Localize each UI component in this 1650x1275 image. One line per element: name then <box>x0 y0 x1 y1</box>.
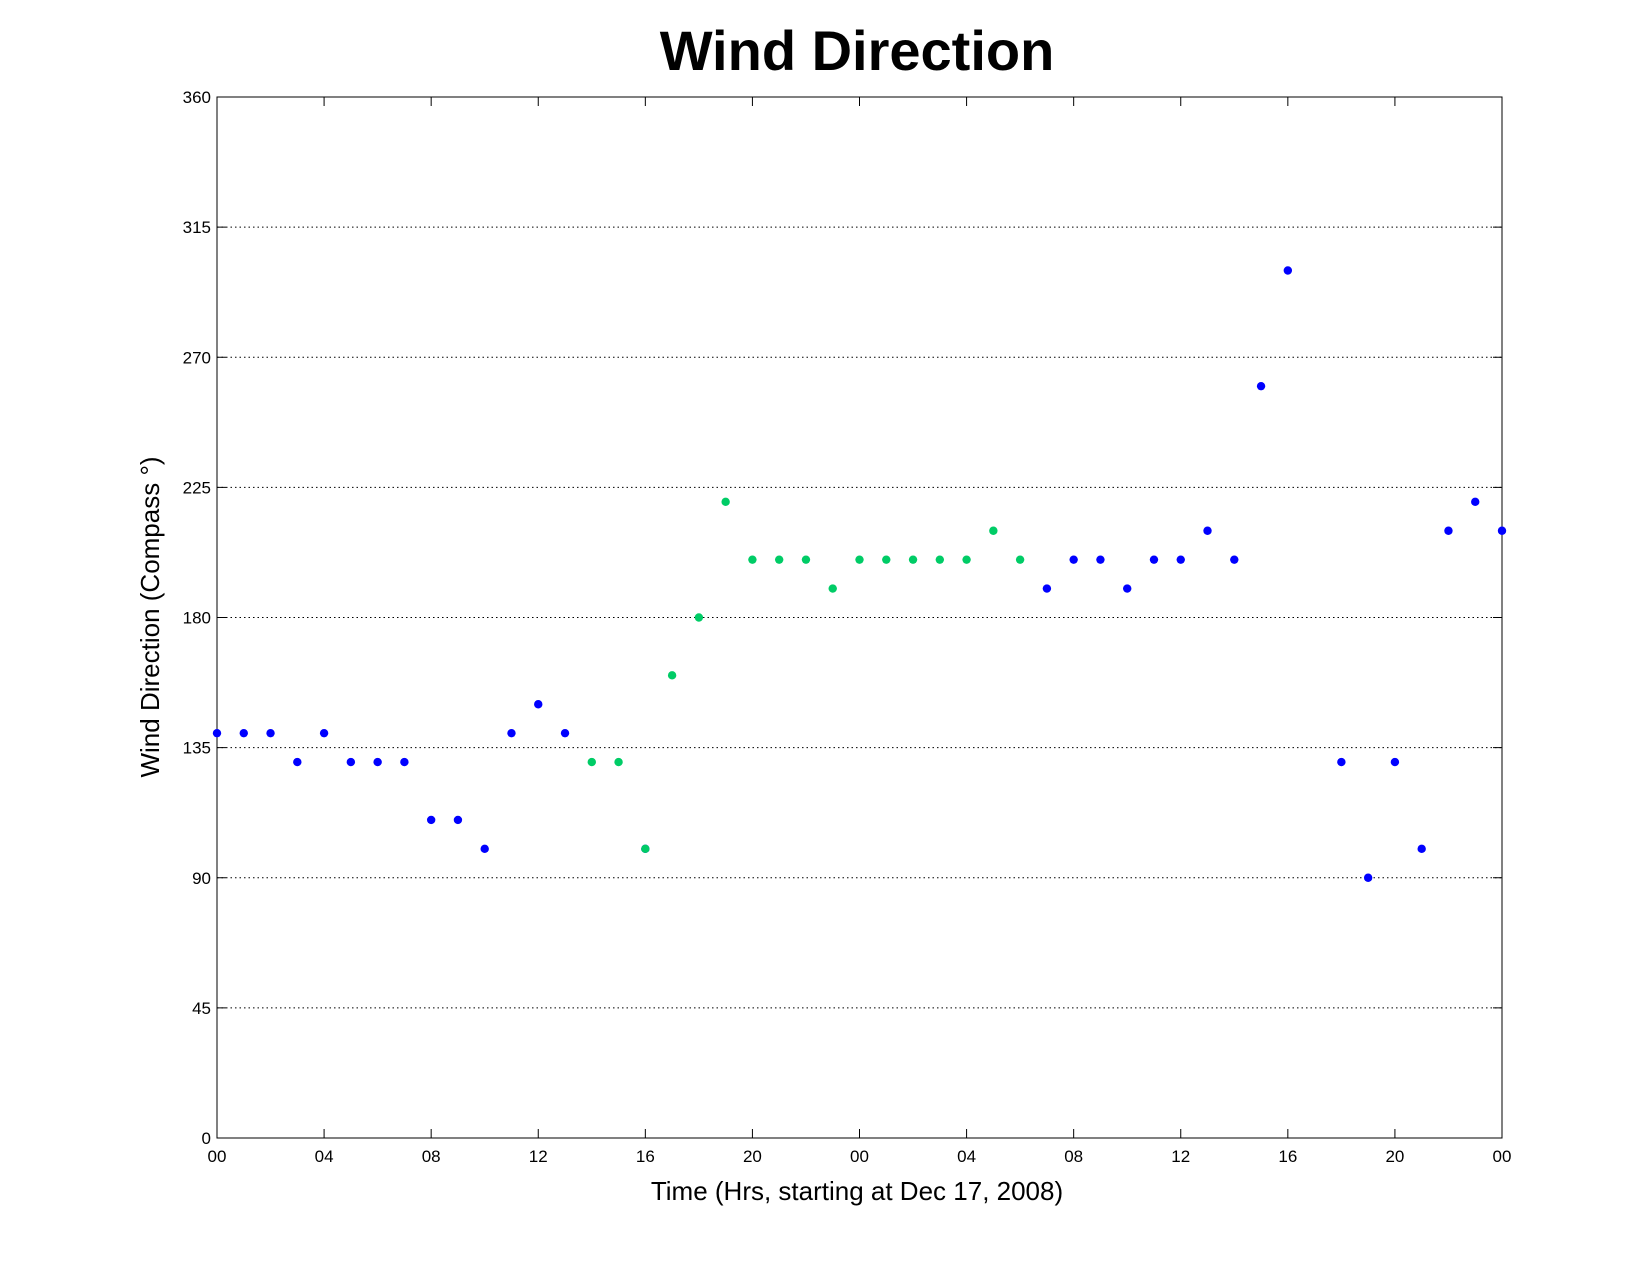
y-tick-label: 360 <box>183 88 211 107</box>
y-tick-labels: 0 45 90 135 180 225 270 315 360 <box>183 88 211 1148</box>
data-point-blue <box>1096 555 1105 564</box>
data-point-blue <box>1337 757 1346 767</box>
data-point-green <box>774 555 784 564</box>
data-point-blue <box>1176 555 1185 564</box>
x-tick-label: 20 <box>1385 1147 1404 1166</box>
grid-lines <box>217 226 1502 1009</box>
x-tick-label: 00 <box>1493 1147 1512 1166</box>
data-point-blue <box>1042 584 1052 593</box>
y-tick-label: 180 <box>183 609 211 628</box>
x-tick-label: 04 <box>957 1147 976 1166</box>
x-tick-label: 08 <box>422 1147 441 1166</box>
data-point-green <box>962 555 971 564</box>
data-point-green <box>1015 555 1025 564</box>
data-point-green <box>748 555 757 564</box>
data-point-blue <box>534 700 543 709</box>
data-point-blue <box>1283 266 1293 275</box>
data-point-blue <box>480 844 489 854</box>
data-point-blue <box>1471 497 1480 507</box>
data-point-green <box>828 584 837 593</box>
x-tick-label: 16 <box>1278 1147 1297 1166</box>
x-tick-label: 12 <box>1171 1147 1190 1166</box>
data-point-blue <box>1069 555 1078 564</box>
x-tick-label: 20 <box>743 1147 762 1166</box>
data-point-blue <box>426 815 436 825</box>
data-point-blue <box>1256 381 1266 391</box>
y-tick-label: 90 <box>192 869 211 888</box>
data-point-green <box>989 526 998 535</box>
x-tick-label: 12 <box>529 1147 548 1166</box>
x-tick-label: 08 <box>1064 1147 1083 1166</box>
data-point-green <box>641 844 650 854</box>
x-tick-label: 00 <box>850 1147 869 1166</box>
data-point-blue <box>1149 555 1159 564</box>
data-point-green <box>694 613 704 622</box>
x-tick-label: 00 <box>208 1147 227 1166</box>
data-point-blue <box>1363 873 1373 882</box>
data-point-blue <box>266 728 275 738</box>
data-point-green <box>587 757 596 767</box>
data-point-green <box>667 671 677 680</box>
data-point-blue <box>1390 757 1400 767</box>
x-tick-label: 04 <box>315 1147 334 1166</box>
y-tick-label: 315 <box>183 218 211 237</box>
data-points <box>212 266 1507 882</box>
data-point-green <box>614 757 623 767</box>
data-point-green <box>908 555 918 564</box>
data-point-blue <box>293 757 302 767</box>
data-point-blue <box>400 757 409 767</box>
data-point-blue <box>1230 555 1239 564</box>
axis-ticks <box>216 96 1503 1139</box>
data-point-blue <box>212 728 222 738</box>
data-point-blue <box>1497 526 1507 535</box>
data-point-blue <box>1417 844 1426 854</box>
data-point-blue <box>373 757 382 767</box>
data-point-green <box>721 497 730 507</box>
data-point-blue <box>346 757 356 767</box>
x-tick-labels: 00 04 08 12 16 20 00 04 08 12 16 20 00 <box>208 1147 1512 1166</box>
y-tick-label: 135 <box>183 739 211 758</box>
data-point-blue <box>507 728 516 738</box>
data-point-blue <box>560 728 570 738</box>
data-point-blue <box>1203 526 1212 535</box>
data-point-blue <box>319 728 329 738</box>
data-point-green <box>882 555 891 564</box>
data-point-blue <box>1123 584 1132 593</box>
chart-title: Wind Direction <box>660 19 1055 82</box>
x-tick-label: 16 <box>636 1147 655 1166</box>
data-point-green <box>801 555 811 564</box>
y-axis-label: Wind Direction (Compass °) <box>135 456 165 777</box>
y-tick-label: 225 <box>183 478 211 497</box>
data-point-green <box>935 555 945 564</box>
data-point-blue <box>1444 526 1453 535</box>
data-point-blue <box>239 728 248 738</box>
y-tick-label: 45 <box>192 999 211 1018</box>
data-point-green <box>855 555 864 564</box>
data-point-blue <box>453 815 463 825</box>
y-tick-label: 0 <box>202 1129 211 1148</box>
y-tick-label: 270 <box>183 348 211 367</box>
x-axis-label: Time (Hrs, starting at Dec 17, 2008) <box>651 1176 1063 1206</box>
plot-frame <box>216 96 1503 1139</box>
